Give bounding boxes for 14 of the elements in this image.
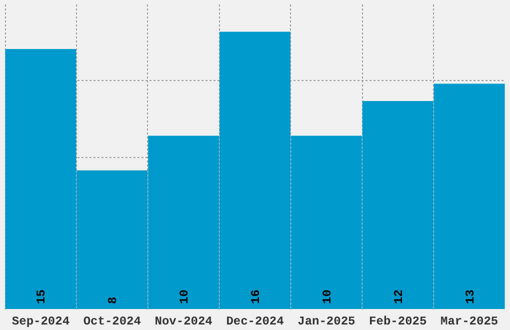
x-tick-label: Feb-2025 — [369, 314, 427, 328]
x-tick-label: Oct-2024 — [83, 314, 141, 328]
x-tick-label: Nov-2024 — [154, 314, 212, 328]
data-label: 8 — [106, 296, 120, 304]
data-label: 10 — [320, 290, 334, 304]
data-label: 10 — [178, 290, 192, 304]
data-label: 13 — [463, 290, 478, 304]
x-tick-label: Jan-2025 — [298, 314, 356, 328]
x-tick-label: Sep-2024 — [12, 314, 70, 328]
data-label: 15 — [34, 290, 49, 304]
x-tick-label: Mar-2025 — [440, 314, 498, 328]
x-tick-label: Dec-2024 — [226, 314, 284, 328]
data-label: 12 — [392, 290, 406, 304]
data-label: 16 — [249, 290, 263, 304]
